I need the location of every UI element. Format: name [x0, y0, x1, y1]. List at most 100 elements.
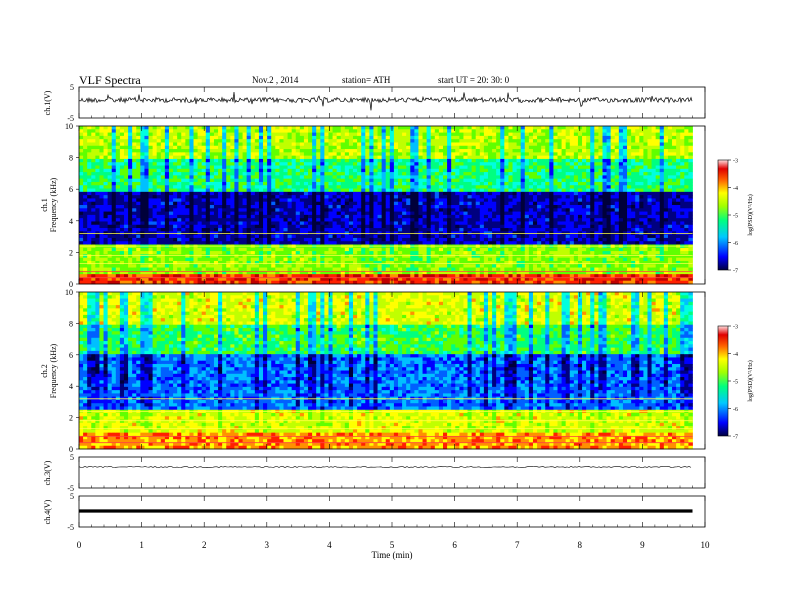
spectrogram-cell: [189, 185, 194, 189]
spectrogram-cell: [447, 185, 452, 189]
spectrogram-cell: [496, 168, 501, 173]
spectrogram-cell: [303, 264, 309, 268]
spectrogram-cell: [160, 185, 166, 189]
spectrogram-cell: [156, 205, 162, 209]
spectrogram-cell: [168, 218, 174, 222]
spectrogram-cell: [459, 218, 464, 222]
spectrogram-cell: [128, 126, 133, 130]
spectrogram-cell: [332, 280, 338, 285]
spectrogram-cell: [79, 181, 84, 186]
spectrogram-cell: [373, 188, 378, 193]
spectrogram-cell: [107, 158, 113, 163]
spectrogram-cell: [336, 158, 342, 163]
spectrogram-cell: [263, 214, 268, 219]
spectrogram-cell: [111, 218, 117, 222]
spectrogram-cell: [353, 145, 358, 150]
spectrogram-cell: [254, 224, 260, 229]
spectrogram-cell: [128, 178, 133, 183]
spectrogram-cell: [402, 277, 407, 282]
spectrogram-cell: [479, 172, 485, 176]
spectrogram-cell: [500, 224, 505, 229]
spectrogram-cell: [140, 257, 145, 262]
spectrogram-cell: [79, 155, 84, 160]
spectrogram-cell: [353, 257, 358, 262]
spectrogram-cell: [160, 191, 166, 196]
spectrogram-cell: [455, 149, 460, 153]
spectrogram-cell: [447, 260, 452, 265]
spectrogram-cell: [443, 211, 448, 216]
spectrogram-cell: [234, 165, 239, 170]
spectrogram-cell: [222, 267, 227, 272]
spectrogram-cell: [443, 260, 448, 265]
spectrogram-cell: [483, 274, 489, 278]
spectrogram-cell: [381, 264, 387, 268]
spectrogram-cell: [111, 254, 117, 259]
spectrogram-cell: [152, 188, 158, 193]
spectrogram-cell: [173, 175, 178, 180]
spectrogram-cell: [242, 208, 248, 212]
spectrogram-cell: [168, 221, 174, 226]
spectrogram-cell: [123, 218, 129, 222]
spectrogram-cell: [393, 195, 399, 199]
spectrogram-cell: [414, 181, 419, 186]
spectrogram-cell: [348, 237, 354, 242]
spectrogram-cell: [475, 228, 481, 232]
spectrogram-cell: [373, 191, 378, 196]
spectrogram-cell: [119, 135, 125, 140]
spectrogram-cell: [353, 185, 358, 189]
spectrogram-cell: [132, 208, 137, 212]
spectrogram-cell: [291, 201, 297, 206]
spectrogram-cell: [234, 280, 239, 285]
spectrogram-cell: [140, 277, 145, 282]
spectrogram-cell: [365, 149, 370, 153]
spectrogram-cell: [467, 145, 473, 150]
spectrogram-cell: [119, 142, 125, 147]
spectrogram-cell: [361, 195, 366, 199]
spectrogram-cell: [385, 132, 391, 137]
spectrogram-cell: [271, 178, 276, 183]
spectrogram-cell: [340, 142, 346, 147]
spectrogram-cell: [467, 277, 473, 282]
spectrogram-cell: [361, 218, 366, 222]
spectrogram-cell: [365, 132, 370, 137]
spectrogram-cell: [492, 234, 497, 239]
spectrogram-cell: [463, 178, 468, 183]
spectrogram-cell: [344, 234, 350, 239]
spectrogram-cell: [475, 158, 481, 163]
spectrogram-cell: [471, 149, 477, 153]
spectrogram-cell: [471, 152, 477, 157]
spectrogram-cell: [91, 228, 96, 232]
spectrogram-cell: [406, 218, 411, 222]
spectrogram-cell: [361, 129, 366, 133]
spectrogram-cell: [79, 218, 84, 222]
spectrogram-cell: [205, 257, 211, 262]
spectrogram-cell: [128, 181, 133, 186]
spectrogram-cell: [173, 228, 178, 232]
spectrogram-cell: [91, 224, 96, 229]
spectrogram-cell: [279, 257, 284, 262]
spectrogram-cell: [365, 247, 370, 252]
spectrogram-cell: [168, 254, 174, 259]
spectrogram-cell: [83, 237, 88, 242]
spectrogram-cell: [402, 165, 407, 170]
spectrogram-cell: [320, 221, 325, 226]
spectrogram-cell: [128, 195, 133, 199]
spectrogram-cell: [246, 181, 252, 186]
spectrogram-cell: [410, 155, 415, 160]
spectrogram-cell: [492, 162, 497, 166]
spectrogram-cell: [487, 172, 493, 176]
spectrogram-cell: [246, 126, 252, 130]
spectrogram-cell: [123, 155, 129, 160]
spectrogram-cell: [246, 267, 252, 272]
spectrogram-cell: [471, 214, 477, 219]
spectrogram-cell: [177, 237, 182, 242]
spectrogram-cell: [83, 274, 88, 278]
spectrogram-cell: [324, 237, 329, 242]
spectrogram-cell: [254, 126, 260, 130]
spectrogram-cell: [463, 191, 468, 196]
spectrogram-cell: [463, 257, 468, 262]
spectrogram-cell: [483, 237, 489, 242]
spectrogram-cell: [434, 234, 440, 239]
spectrogram-cell: [324, 274, 329, 278]
spectrogram-cell: [336, 205, 342, 209]
